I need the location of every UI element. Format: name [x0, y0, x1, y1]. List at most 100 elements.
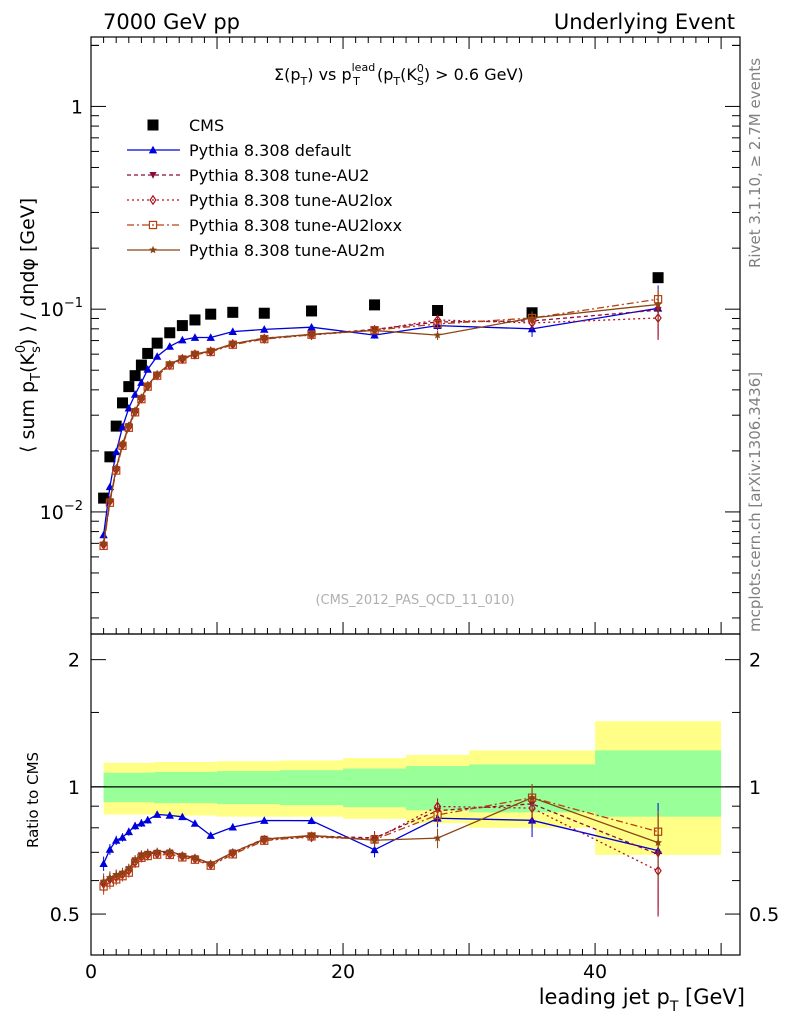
plot-title-sub1: T — [300, 75, 308, 88]
main-y-tick-label: 10−1 — [40, 296, 83, 321]
legend-item-loxx: Pythia 8.308 tune-AU2loxx — [127, 216, 402, 235]
main-y-tick-label: 1 — [71, 96, 83, 118]
x-tick-label-40: 40 — [583, 961, 607, 983]
ratio-point-def-6 — [137, 818, 146, 827]
main-point-cms-6 — [135, 359, 147, 371]
ratio-point-def-7 — [143, 815, 152, 824]
legend-marker-cms — [147, 119, 159, 131]
legend-marker-au2 — [149, 172, 157, 179]
main-y-tick-label-base: 10 — [40, 502, 64, 524]
main-series-cms — [98, 272, 664, 504]
band-inner-2 — [217, 771, 281, 805]
ratio-point-def-10 — [178, 812, 187, 821]
legend: CMS Pythia 8.308 default Pythia 8.308 tune… — [127, 116, 402, 260]
legend-label-lox: Pythia 8.308 tune-AU2lox — [189, 191, 393, 210]
ratio-series-m — [99, 784, 663, 890]
ratio-point-def-4 — [124, 827, 134, 836]
main-point-cms-12 — [205, 308, 217, 320]
main-point-cms-10 — [176, 320, 188, 332]
main-y-tick-label-exp: −2 — [64, 499, 83, 514]
legend-marker-lox — [149, 194, 157, 206]
main-point-m-4 — [124, 421, 133, 430]
ratio-y-tick-label-left: 0.5 — [50, 904, 80, 926]
ratio-point-loxx-17 — [433, 810, 442, 820]
main-point-cms-19 — [652, 272, 664, 284]
ratio-point-m-12 — [206, 859, 215, 867]
plot-title-cut: ) > 0.6 GeV) — [424, 65, 524, 84]
main-point-cms-11 — [189, 314, 201, 326]
ratio-point-m-2 — [112, 870, 121, 879]
ratio-point-m-11 — [190, 853, 199, 861]
ratio-point-def-1 — [105, 845, 115, 853]
main-point-m-13 — [228, 339, 237, 348]
main-point-def-4 — [124, 403, 134, 412]
legend-label-loxx: Pythia 8.308 tune-AU2loxx — [189, 216, 402, 235]
main-line-loxx — [102, 298, 659, 546]
plot-title-paren: (p — [372, 65, 393, 84]
ratio-point-m-16 — [370, 836, 379, 844]
legend-label-m: Pythia 8.308 tune-AU2m — [189, 241, 385, 260]
band-inner-4 — [343, 768, 407, 808]
main-y-label-sub: T — [29, 373, 44, 382]
ratio-point-def-16 — [370, 845, 379, 854]
main-point-m-15 — [307, 330, 316, 338]
header-right: Underlying Event — [554, 10, 735, 34]
x-label-a: leading jet p — [539, 985, 670, 1009]
main-point-def-10 — [178, 335, 187, 344]
main-point-cms-1 — [104, 451, 116, 463]
main-y-label-b: (K — [17, 353, 39, 373]
main-series-m — [99, 289, 663, 548]
main-y-label-sup: 0 — [14, 345, 29, 353]
plot-title: Σ(pT) vs plead T (pT(K0 S) > 0.6 GeV) — [274, 61, 524, 88]
ratio-point-def-5 — [130, 821, 140, 830]
main-point-cms-2 — [110, 420, 122, 432]
band-inner-3 — [280, 770, 344, 806]
main-y-label-c: ) ⟩ / dηdφ [GeV] — [17, 198, 39, 346]
main-point-m-9 — [165, 359, 174, 368]
ratio-point-m-19 — [654, 838, 663, 847]
plot-title-sub2: T — [352, 75, 360, 88]
plot-title-mid: ) vs p — [307, 65, 351, 84]
plot-title-sub3: T — [392, 75, 400, 88]
ratio-y-tick-label-right: 0.5 — [749, 904, 779, 926]
band-inner-1 — [154, 771, 218, 804]
x-label-b: [GeV] — [678, 985, 745, 1009]
main-point-cms-17 — [432, 305, 444, 317]
main-y-label: ⟨ sum pT(K0s) ⟩ / dηdφ [GeV] — [14, 198, 44, 453]
ratio-point-def-11 — [190, 819, 200, 827]
ratio-point-m-13 — [228, 848, 237, 856]
main-line-lox — [102, 317, 659, 545]
ratio-frame — [90, 633, 741, 956]
ratio-point-m-6 — [137, 850, 146, 859]
ratio-point-def-9 — [165, 811, 174, 819]
ratio-series — [99, 784, 663, 917]
main-point-cms-15 — [306, 305, 318, 317]
main-point-def-11 — [190, 333, 200, 341]
main-point-m-14 — [260, 334, 269, 342]
ratio-y-tick-label-right: 2 — [749, 650, 761, 672]
main-point-m-17 — [433, 330, 442, 339]
plot-title-k: (K — [400, 65, 417, 84]
legend-label-def: Pythia 8.308 default — [189, 141, 351, 160]
main-point-m-16 — [370, 326, 379, 334]
legend-marker-loxx — [148, 220, 158, 230]
main-point-def-13 — [228, 327, 237, 335]
header-left: 7000 GeV pp — [103, 10, 240, 34]
plot-title-subs: S — [417, 75, 424, 88]
ratio-point-def-12 — [206, 831, 215, 839]
main-point-loxx-17 — [433, 319, 442, 329]
ratio-bands — [103, 721, 722, 855]
main-point-cms-0 — [98, 492, 110, 504]
main-point-cms-13 — [227, 306, 239, 318]
ratio-y-tick-label-left: 1 — [68, 777, 80, 799]
main-point-cms-9 — [164, 327, 176, 339]
legend-marker-def — [148, 145, 158, 154]
legend-item-cms: CMS — [147, 116, 224, 135]
main-point-m-1 — [105, 496, 114, 504]
main-point-cms-4 — [123, 381, 135, 393]
ratio-y-tick-label-left: 2 — [68, 650, 80, 672]
main-line-au2 — [102, 309, 659, 545]
main-y-label-a: ⟨ sum p — [17, 381, 39, 453]
